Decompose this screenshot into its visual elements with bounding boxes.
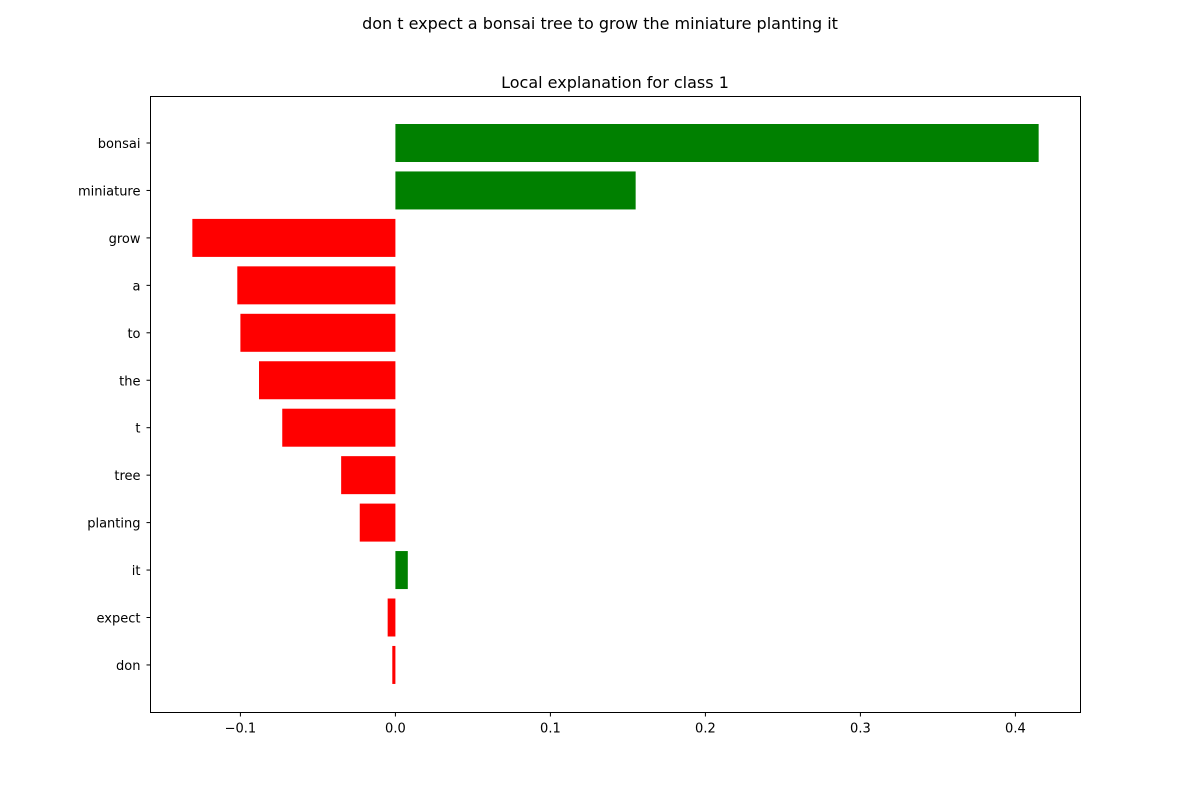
y-tick-label: miniature: [78, 184, 141, 199]
bar-to: [240, 313, 396, 352]
bar-miniature: [395, 171, 636, 210]
plot-frame: [150, 96, 1081, 713]
x-tick-label: 0.3: [850, 722, 871, 737]
bar-expect: [387, 598, 396, 637]
y-tick-label: bonsai: [98, 137, 141, 152]
bar-t: [282, 408, 396, 447]
bar-a: [237, 266, 396, 305]
bar-planting: [359, 503, 396, 542]
x-tick-label: 0.1: [540, 722, 561, 737]
x-tick-label: 0.2: [695, 722, 716, 737]
y-tick-label: a: [133, 279, 141, 294]
y-tick-label: planting: [87, 517, 140, 532]
x-tick-label: 0.0: [385, 722, 406, 737]
bar-it: [395, 551, 408, 590]
bar-the: [259, 361, 396, 400]
y-tick-label: the: [119, 374, 140, 389]
x-tick-label: 0.4: [1005, 722, 1026, 737]
y-tick-label: it: [132, 564, 141, 579]
y-tick-label: expect: [97, 612, 141, 627]
figure-title: don t expect a bonsai tree to grow the m…: [362, 14, 838, 33]
y-tick-label: don: [116, 659, 140, 674]
y-tick-label: tree: [114, 469, 140, 484]
y-axis-ticks: bonsai miniature grow a to the t tree planting it…: [78, 137, 151, 674]
y-tick-label: grow: [109, 232, 141, 247]
bar-don: [392, 645, 396, 684]
bar-grow: [192, 218, 396, 257]
x-tick-label: −0.1: [225, 722, 257, 737]
x-axis-ticks: −0.1 0.0 0.1 0.2 0.3 0.4: [225, 712, 1026, 737]
y-tick-label: t: [135, 422, 140, 437]
bar-bonsai: [395, 124, 1039, 162]
bar-tree: [341, 456, 396, 495]
y-tick-label: to: [127, 327, 140, 342]
bars-group: [192, 124, 1039, 684]
axes-title: Local explanation for class 1: [501, 73, 729, 92]
